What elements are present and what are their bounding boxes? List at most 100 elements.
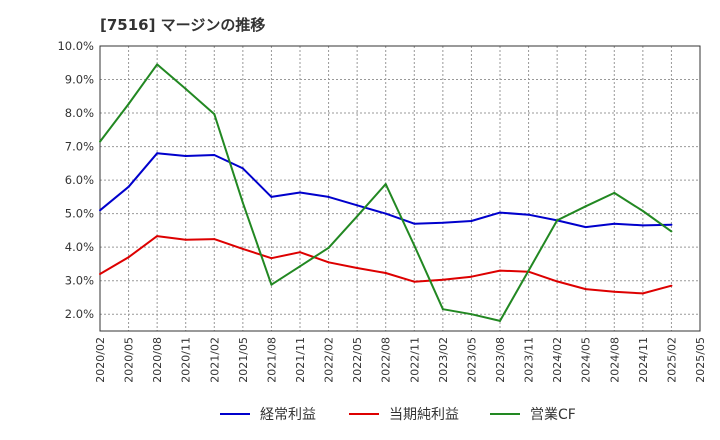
series-2-point	[127, 103, 130, 106]
series-1-point	[499, 269, 501, 272]
series-2-point	[499, 319, 501, 322]
x-tick-label: 2023/02	[437, 337, 450, 383]
series-0-point	[413, 222, 416, 225]
series-0-point	[156, 152, 159, 155]
series-1-point	[441, 278, 444, 281]
x-tick-label: 2024/02	[551, 337, 564, 383]
series-2-point	[441, 308, 444, 311]
series-2-point	[413, 244, 416, 247]
series-0-point	[470, 220, 473, 223]
series-2-point	[670, 230, 673, 233]
series-0-point	[213, 153, 216, 156]
y-tick-label: 9.0%	[65, 73, 94, 87]
series-2-point	[356, 215, 359, 218]
series-0-point	[613, 222, 616, 225]
y-tick-label: 7.0%	[65, 140, 94, 154]
legend-label-junrieki: 当期純利益	[389, 407, 459, 423]
series-2-point	[99, 140, 101, 143]
series-0-point	[99, 209, 101, 212]
legend-label-keijo: 経常利益	[260, 407, 316, 423]
x-tick-label: 2021/11	[294, 337, 307, 383]
series-2-point	[270, 283, 273, 286]
y-tick-label: 6.0%	[65, 173, 94, 187]
series-1-point	[613, 290, 616, 293]
series-0-point	[641, 224, 644, 227]
x-tick-label: 2024/05	[580, 337, 593, 383]
series-0-point	[184, 154, 187, 157]
legend-label-cf: 営業CF	[530, 407, 576, 423]
x-tick-label: 2021/08	[265, 337, 278, 383]
legend-swatch-junrieki	[349, 413, 379, 415]
series-2-point	[156, 63, 159, 66]
x-tick-label: 2021/05	[237, 337, 250, 383]
series-2-point	[470, 313, 473, 316]
series-2-point	[613, 191, 616, 194]
series-0-point	[527, 213, 530, 216]
series-1-point	[127, 256, 130, 259]
series-2-point	[299, 265, 301, 268]
series-line-1	[99, 235, 672, 295]
legend-item-keijo[interactable]: 経常利益	[220, 404, 316, 424]
series-2-point	[384, 183, 387, 186]
series-1-point	[327, 261, 330, 264]
series-1-point	[270, 257, 273, 260]
y-tick-label: 5.0%	[65, 207, 94, 221]
x-tick-label: 2020/11	[180, 337, 193, 383]
series-2-point	[213, 113, 216, 116]
y-tick-label: 2.0%	[65, 307, 94, 321]
series-0-point	[356, 204, 359, 207]
series-1-point	[356, 266, 359, 269]
x-tick-label: 2024/08	[608, 337, 621, 383]
legend-item-cf[interactable]: 営業CF	[490, 404, 576, 424]
y-tick-label: 3.0%	[65, 274, 94, 288]
legend: 経常利益 当期純利益 営業CF	[0, 404, 720, 426]
series-2-point	[327, 246, 330, 249]
series-0-point	[670, 223, 673, 226]
y-tick-label: 10.0%	[57, 39, 94, 53]
x-tick-label: 2023/05	[465, 337, 478, 383]
series-2-point	[584, 205, 587, 208]
series-0-point	[499, 211, 501, 214]
series-0-point	[384, 212, 387, 215]
x-tick-label: 2021/02	[208, 337, 221, 383]
series-2-point	[556, 219, 559, 222]
series-1-point	[413, 280, 416, 283]
x-tick-label: 2024/11	[637, 337, 650, 383]
x-tick-label: 2022/05	[351, 337, 364, 383]
series-1-point	[156, 235, 159, 238]
series-1-point	[641, 292, 644, 295]
series-0-point	[299, 191, 301, 194]
x-tick-label: 2022/02	[323, 337, 336, 383]
legend-swatch-keijo	[220, 413, 250, 415]
series-0-point	[270, 195, 273, 198]
x-axis-ticks: 2020/02 2020/05 2020/08 2020/11 2021/02 2021/…	[94, 337, 707, 383]
series-2-point	[241, 201, 244, 204]
series-1-point	[184, 238, 187, 241]
x-tick-label: 2023/08	[494, 337, 507, 383]
series-1-point	[384, 271, 387, 274]
series-1-point	[241, 247, 244, 250]
series-1-point	[299, 251, 301, 254]
series-1-point	[99, 273, 101, 275]
series-2-point	[184, 87, 187, 90]
x-tick-label: 2020/05	[123, 337, 136, 383]
legend-item-junrieki[interactable]: 当期純利益	[349, 404, 459, 424]
series-1-point	[470, 275, 473, 278]
series-layer	[99, 63, 673, 322]
x-tick-label: 2020/08	[151, 337, 164, 383]
x-tick-label: 2023/11	[523, 337, 536, 383]
series-0-point	[584, 226, 587, 229]
x-tick-label: 2022/11	[408, 337, 421, 383]
series-1-point	[556, 280, 559, 283]
x-tick-label: 2025/05	[694, 337, 707, 383]
series-2-point	[641, 209, 644, 212]
chart-title: [7516] マージンの推移	[100, 16, 266, 34]
legend-swatch-cf	[490, 413, 520, 415]
x-tick-label: 2025/02	[665, 337, 678, 383]
x-tick-label: 2022/08	[380, 337, 393, 383]
series-0-point	[127, 185, 130, 188]
y-tick-label: 8.0%	[65, 106, 94, 120]
grid-layer	[100, 45, 700, 331]
series-0-point	[241, 167, 244, 170]
